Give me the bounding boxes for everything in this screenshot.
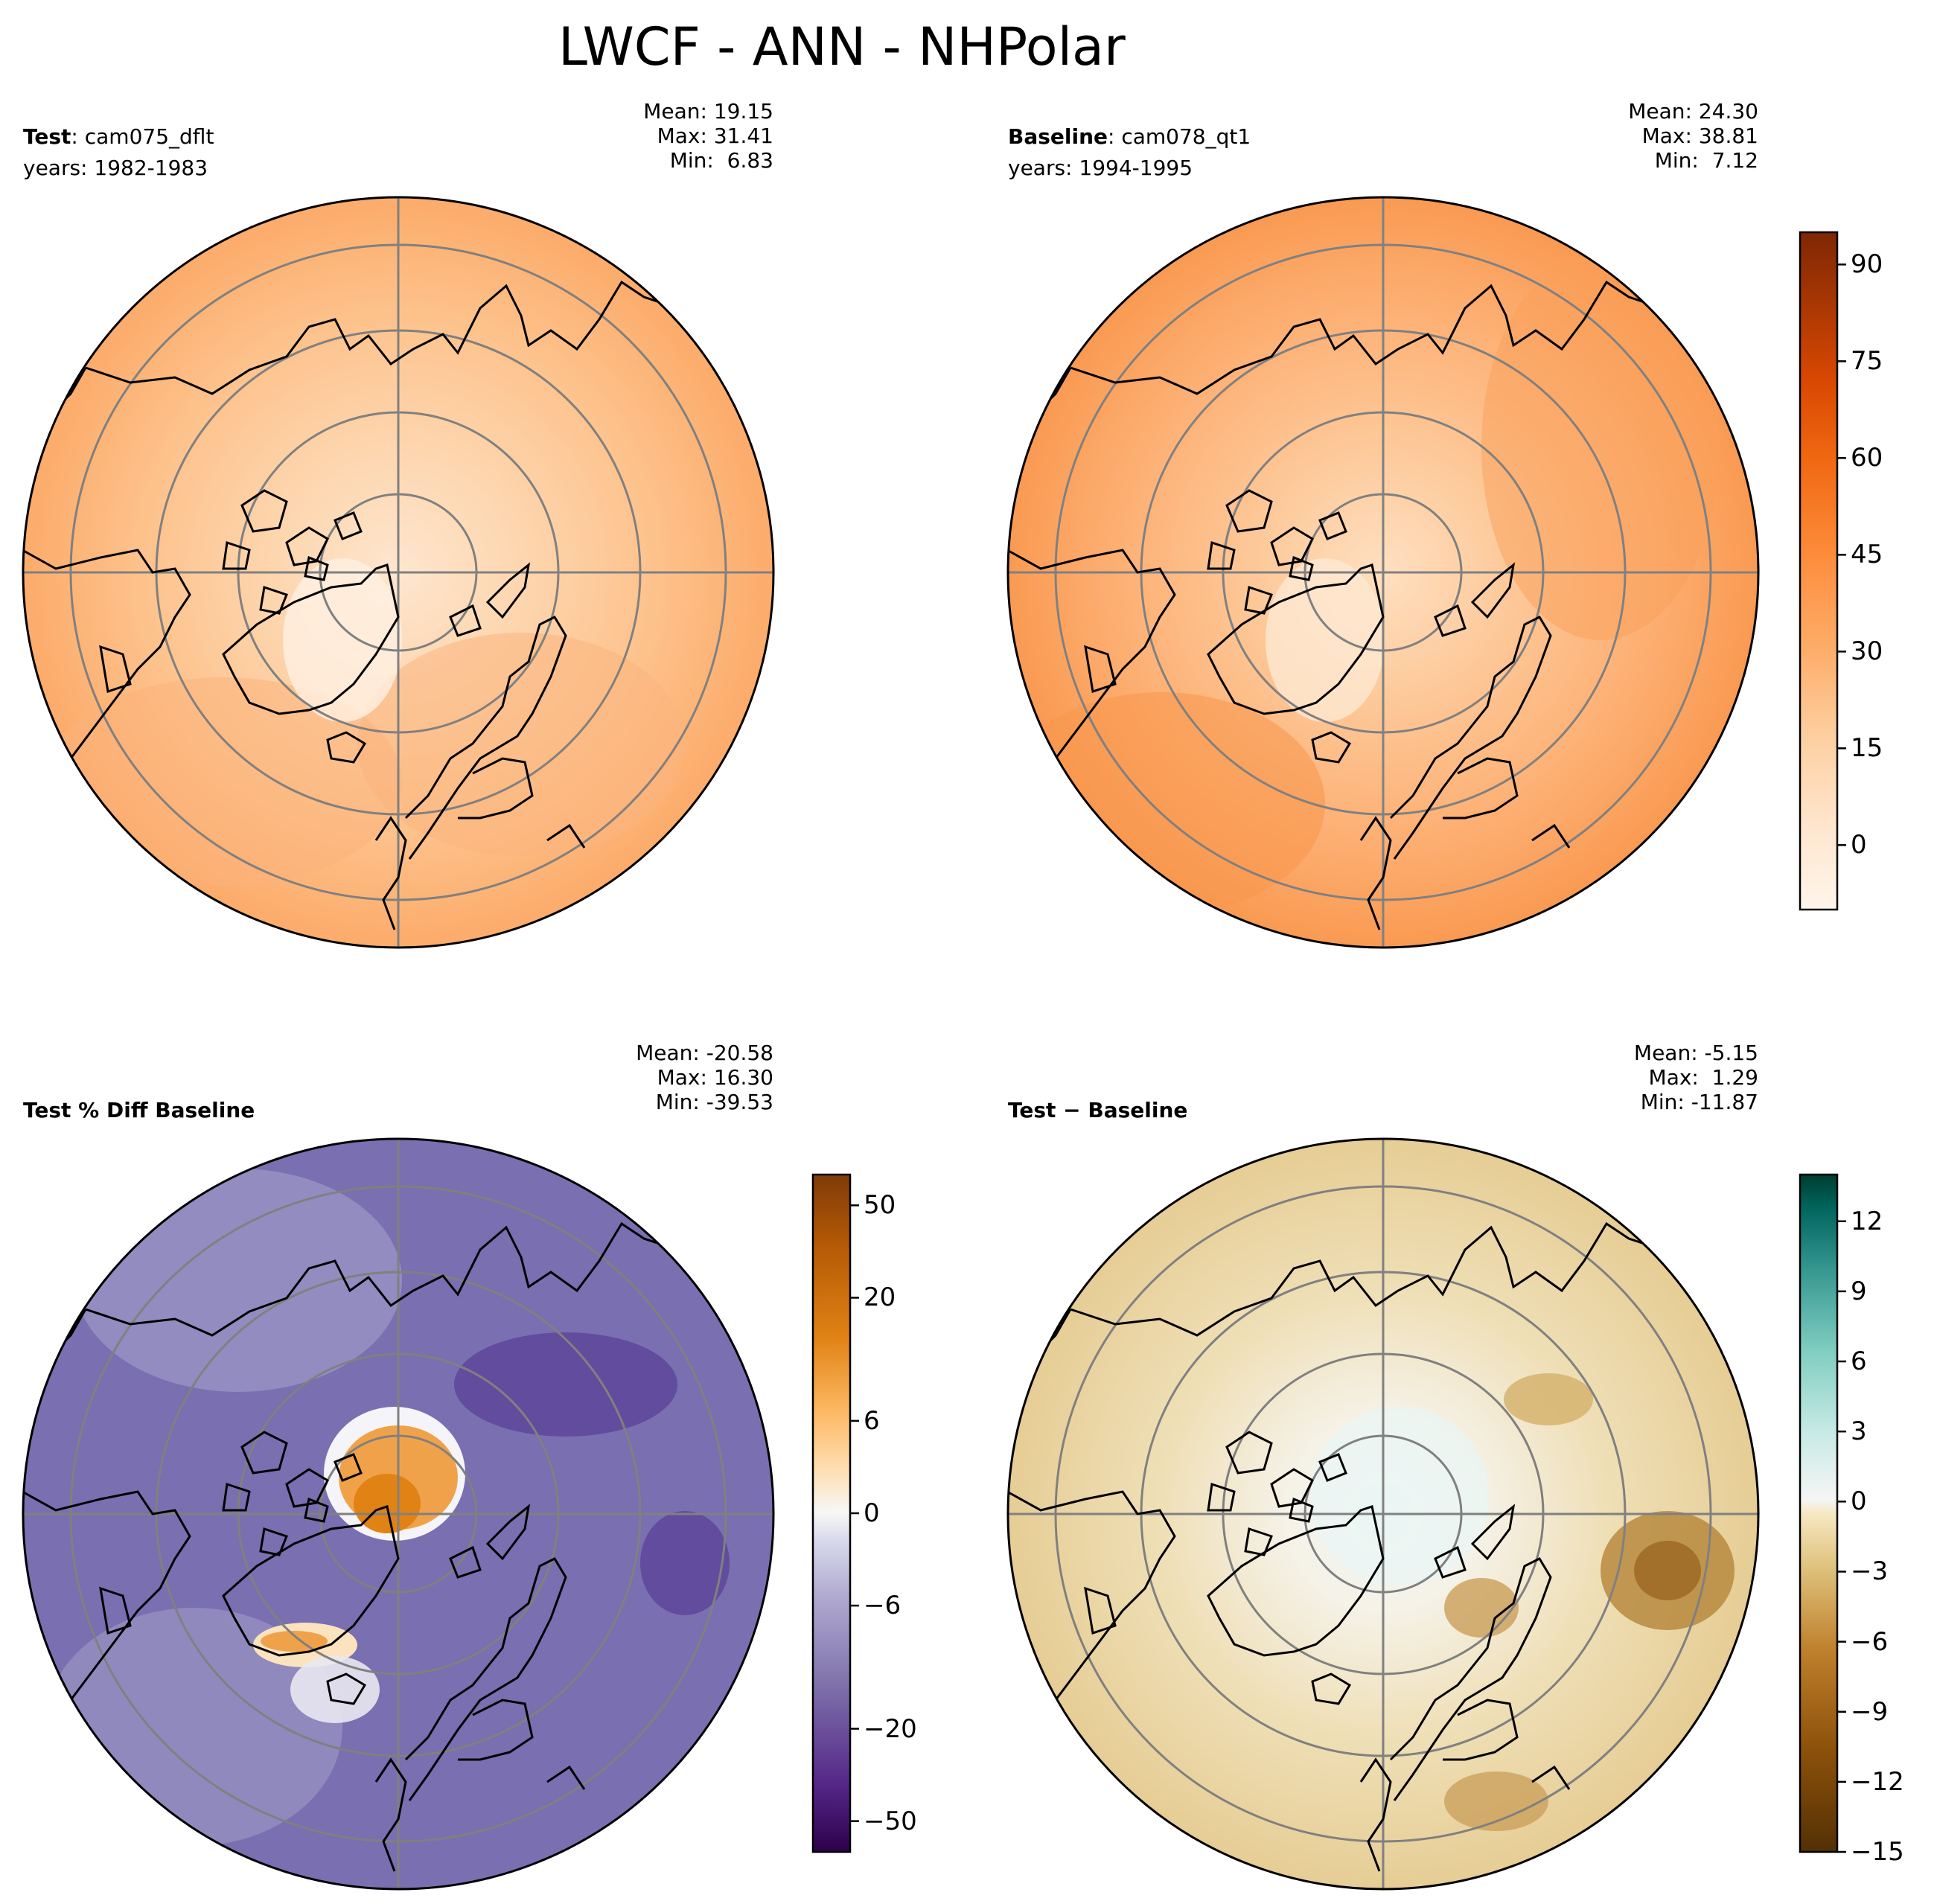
pct-diff-label: Test % Diff Baseline	[23, 1100, 255, 1121]
test-label-bold: Test	[23, 124, 71, 149]
baseline-max: Max: 38.81	[1641, 124, 1758, 149]
diff-colorbar-tick-label: −15	[1851, 1837, 1904, 1867]
test-label-rest: : cam075_dflt	[71, 124, 214, 149]
diff-label-rest: − Baseline	[1056, 1098, 1188, 1122]
pct-diff-stats: Mean: -20.58 Max: 16.30 Min: -39.53	[636, 1041, 773, 1114]
main-colorbar-tick-label: 30	[1851, 636, 1883, 667]
map-baseline	[1006, 196, 1760, 949]
pct-colorbar-tick-label: 0	[864, 1498, 880, 1528]
map-pct-diff	[22, 1137, 775, 1891]
baseline-label: Baseline: cam078_qt1	[1008, 127, 1251, 147]
pct-colorbar-tick-label: 50	[864, 1190, 896, 1221]
diff-colorbar-tick-label: −3	[1851, 1556, 1889, 1587]
test-min: Min: 6.83	[669, 148, 773, 173]
pct-colorbar-tick-label: 20	[864, 1282, 896, 1313]
diff-colorbar-tick-label: −9	[1851, 1696, 1889, 1727]
pct-diff-mean: Mean: -20.58	[636, 1041, 773, 1065]
map-test	[22, 196, 775, 949]
main-colorbar-tick-label: 15	[1851, 733, 1883, 764]
baseline-label-rest: : cam078_qt1	[1108, 124, 1251, 149]
baseline-years: years: 1994-1995	[1008, 156, 1193, 180]
colorbar-pct	[811, 1173, 859, 1853]
baseline-stats: Mean: 24.30 Max: 38.81 Min: 7.12	[1628, 99, 1758, 173]
figure-title: LWCF - ANN - NHPolar	[558, 16, 1126, 77]
pct-colorbar-tick-label: −6	[864, 1591, 902, 1621]
diff-colorbar-tick-label: −12	[1851, 1766, 1904, 1797]
diff-label: Test − Baseline	[1008, 1100, 1187, 1121]
main-colorbar-tick-label: 90	[1851, 249, 1883, 280]
diff-colorbar-tick-label: 3	[1851, 1416, 1867, 1447]
diff-max: Max: 1.29	[1648, 1065, 1758, 1090]
diff-colorbar-tick-label: 6	[1851, 1346, 1867, 1377]
pct-diff-min: Min: -39.53	[655, 1090, 773, 1115]
main-colorbar-tick-label: 75	[1851, 346, 1883, 377]
colorbar-main	[1799, 231, 1846, 911]
pct-colorbar-tick-label: 6	[864, 1405, 880, 1436]
test-label: Test: cam075_dflt	[23, 127, 214, 147]
diff-mean: Mean: -5.15	[1633, 1041, 1758, 1065]
colorbar-diff	[1799, 1173, 1846, 1853]
diff-colorbar-tick-label: 9	[1851, 1276, 1867, 1306]
main-colorbar-tick-label: 60	[1851, 443, 1883, 473]
baseline-mean: Mean: 24.30	[1628, 99, 1758, 124]
test-stats: Mean: 19.15 Max: 31.41 Min: 6.83	[643, 99, 773, 173]
diff-colorbar-tick-label: 0	[1851, 1486, 1867, 1517]
pct-diff-max: Max: 16.30	[657, 1065, 773, 1090]
diff-label-bold: Test	[1008, 1098, 1056, 1122]
main-colorbar-tick-label: 45	[1851, 540, 1883, 570]
pct-diff-label-bold: Test % Diff Baseline	[23, 1098, 255, 1122]
map-diff	[1006, 1137, 1760, 1891]
baseline-min: Min: 7.12	[1654, 148, 1758, 173]
pct-colorbar-tick-label: −20	[864, 1713, 917, 1744]
diff-stats: Mean: -5.15 Max: 1.29 Min: -11.87	[1634, 1041, 1758, 1114]
diff-min: Min: -11.87	[1640, 1090, 1758, 1115]
pct-colorbar-tick-label: −50	[864, 1806, 917, 1836]
baseline-label-bold: Baseline	[1008, 124, 1108, 149]
diff-colorbar-tick-label: −6	[1851, 1626, 1889, 1657]
test-mean: Mean: 19.15	[643, 99, 773, 124]
test-years: years: 1982-1983	[23, 156, 208, 180]
main-colorbar-tick-label: 0	[1851, 830, 1867, 860]
test-max: Max: 31.41	[657, 124, 773, 149]
diff-colorbar-tick-label: 12	[1851, 1206, 1883, 1236]
